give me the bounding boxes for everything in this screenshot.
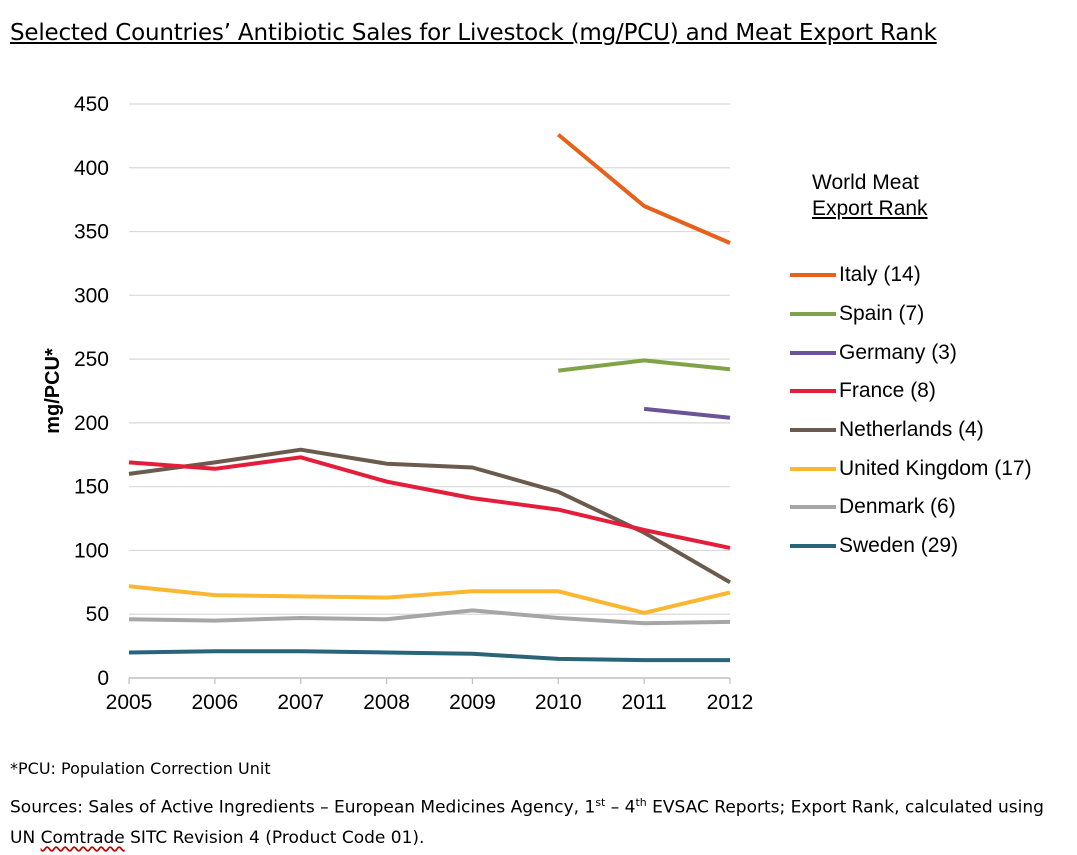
x-tick-label: 2006: [191, 691, 238, 714]
y-tick-label: 250: [74, 348, 109, 371]
source-part3: EVSAC Reports; Export Rank, calculated u…: [10, 797, 1044, 848]
legend-swatch: [790, 389, 836, 394]
y-tick-label: 50: [86, 603, 109, 626]
legend-label: United Kingdom (17): [839, 456, 1032, 480]
series-line-italy: [557, 133, 731, 245]
legend-label: Germany (3): [839, 340, 957, 364]
source-sup2: th: [635, 796, 647, 809]
footnote: *PCU: Population Correction Unit: [10, 759, 271, 778]
legend-swatch: [790, 466, 836, 471]
y-tick-label: 400: [74, 157, 109, 180]
legend-title-line1: World Meat: [812, 171, 919, 194]
x-axis-ticks: 2005 2006 2007 2008 2009 2010 2011 2012: [106, 678, 754, 714]
series-line-germany: [643, 406, 731, 420]
source-comtrade: Comtrade: [40, 827, 125, 848]
y-axis-ticks: 0 50 100 150 200 250 300 350 400 450: [74, 93, 109, 690]
x-tick-label: 2005: [106, 691, 153, 714]
series-lines: [128, 133, 732, 663]
source-sup1: st: [595, 796, 606, 809]
legend-item-spain: Spain (7): [790, 295, 1032, 334]
y-tick-label: 0: [97, 667, 109, 690]
legend-swatch: [790, 544, 836, 549]
legend-swatch: [790, 428, 836, 433]
legend-title-line2: Export Rank: [812, 197, 928, 220]
legend-item-france: France (8): [790, 372, 1032, 411]
legend-label: Italy (14): [839, 263, 921, 287]
source-part1: Sources: Sales of Active Ingredients – E…: [10, 797, 596, 818]
y-tick-label: 200: [74, 412, 109, 435]
series-line-denmark: [128, 608, 731, 626]
series-line-sweden: [128, 649, 730, 663]
legend-label: Denmark (6): [839, 495, 956, 519]
legend-label: Netherlands (4): [839, 418, 984, 442]
legend-swatch: [790, 350, 836, 355]
series-line-spain: [558, 358, 731, 373]
legend-item-netherlands: Netherlands (4): [790, 411, 1032, 450]
source-note: Sources: Sales of Active Ingredients – E…: [10, 788, 1070, 853]
x-tick-label: 2010: [535, 691, 582, 714]
legend: Italy (14) Spain (7) Germany (3) France (8)…: [790, 256, 1032, 566]
legend-label: Sweden (29): [839, 534, 959, 558]
x-tick-label: 2011: [622, 691, 667, 714]
legend-item-germany: Germany (3): [790, 333, 1032, 372]
chart-title: Selected Countries’ Antibiotic Sales for…: [10, 20, 937, 46]
legend-title: World Meat Export Rank: [812, 170, 928, 222]
legend-label: France (8): [839, 379, 936, 403]
legend-swatch: [790, 505, 836, 510]
y-axis-label: mg/PCU*: [42, 348, 64, 434]
legend-item-sweden: Sweden (29): [790, 527, 1032, 566]
gridlines: [129, 103, 730, 615]
x-tick-label: 2012: [707, 691, 754, 714]
y-tick-label: 450: [74, 93, 109, 116]
x-tick-label: 2009: [449, 691, 496, 714]
legend-item-united-kingdom: United Kingdom (17): [790, 449, 1032, 488]
y-tick-label: 100: [74, 539, 109, 562]
legend-label: Spain (7): [839, 302, 925, 326]
y-tick-label: 150: [74, 476, 109, 499]
legend-item-italy: Italy (14): [790, 256, 1032, 295]
x-tick-label: 2008: [363, 691, 410, 714]
x-tick-label: 2007: [277, 691, 324, 714]
line-chart: 0 50 100 150 200 250 300 350 400 450 2005 2006 2007…: [42, 93, 754, 714]
source-part4: SITC Revision 4 (Product Code 01).: [124, 827, 425, 848]
source-part2: – 4: [605, 797, 636, 818]
series-line-united-kingdom: [128, 584, 731, 615]
y-tick-label: 300: [74, 284, 109, 307]
legend-item-denmark: Denmark (6): [790, 488, 1032, 527]
y-tick-label: 350: [74, 221, 109, 244]
legend-swatch: [790, 312, 836, 317]
legend-swatch: [790, 273, 836, 278]
series-line-france: [128, 455, 731, 550]
